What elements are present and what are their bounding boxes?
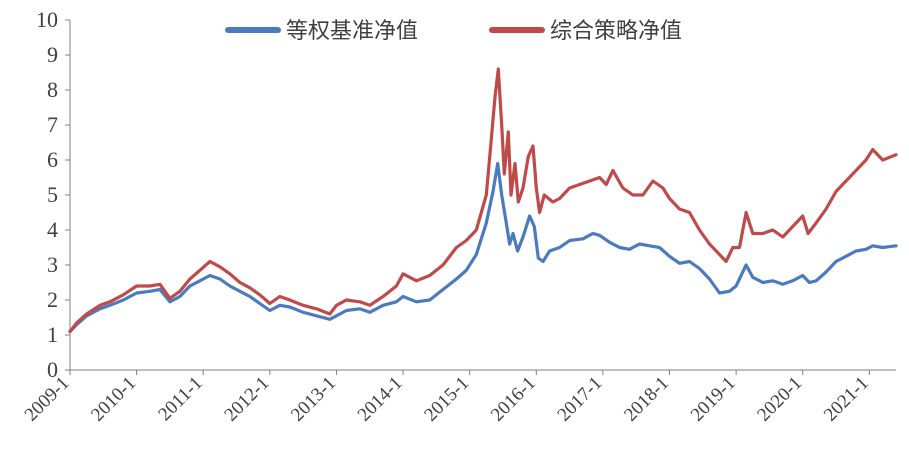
y-tick-label: 5 (47, 182, 58, 207)
x-tick-label: 2015-1 (420, 373, 473, 426)
series-lines (68, 67, 898, 334)
y-tick-label: 0 (47, 357, 58, 382)
axes (69, 20, 896, 371)
series-line-strategy (68, 67, 898, 334)
y-tick-label: 3 (47, 252, 58, 277)
y-axis-ticks: 0 1 2 3 4 5 6 7 8 9 10 (36, 7, 70, 382)
y-tick-label: 10 (36, 7, 58, 32)
x-tick-label: 2019-1 (687, 373, 740, 426)
y-tick-label: 8 (47, 77, 58, 102)
y-tick-label: 7 (47, 112, 58, 137)
x-tick-label: 2020-1 (753, 373, 806, 426)
y-tick-label: 2 (47, 287, 58, 312)
x-tick-label: 2018-1 (620, 373, 673, 426)
x-tick-label: 2017-1 (554, 373, 607, 426)
x-tick-label: 2021-1 (820, 373, 873, 426)
legend: 等权基准净值 综合策略净值 (225, 19, 682, 44)
y-tick-label: 9 (47, 42, 58, 67)
x-tick-label: 2013-1 (287, 373, 340, 426)
series-line-benchmark (68, 161, 898, 334)
x-tick-label: 2016-1 (487, 373, 540, 426)
legend-label-strategy: 综合策略净值 (550, 19, 682, 44)
x-axis-ticks: 2009-1 2010-1 2011-1 2012-1 2013-1 2014-1 2015… (21, 370, 873, 426)
y-tick-label: 4 (47, 217, 58, 242)
y-tick-label: 1 (47, 322, 58, 347)
x-tick-label: 2011-1 (154, 373, 206, 425)
legend-label-benchmark: 等权基准净值 (286, 19, 418, 44)
y-tick-label: 6 (47, 147, 58, 172)
x-tick-label: 2014-1 (354, 373, 407, 426)
x-tick-label: 2012-1 (220, 373, 273, 426)
x-tick-label: 2010-1 (87, 373, 140, 426)
